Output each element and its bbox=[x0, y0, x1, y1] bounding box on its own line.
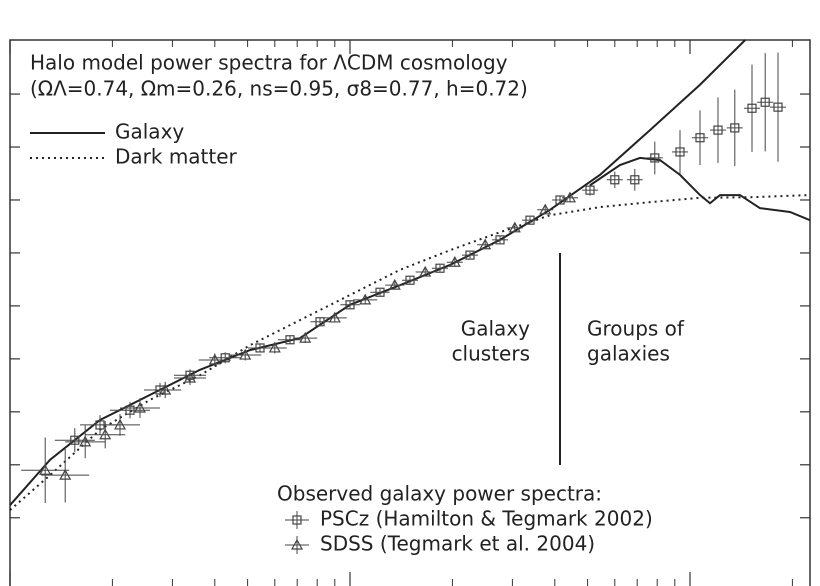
data-point bbox=[563, 191, 577, 203]
data-point bbox=[79, 435, 92, 447]
data-point bbox=[315, 317, 325, 327]
data-point bbox=[159, 383, 172, 395]
legend-label: Dark matter bbox=[115, 145, 238, 169]
chart-title: Halo model power spectra for ΛCDM cosmol… bbox=[30, 51, 508, 75]
data-point bbox=[675, 147, 685, 157]
data-point bbox=[419, 265, 432, 277]
chart-subtitle: (ΩΛ=0.74, Ωm=0.26, ns=0.95, σ8=0.77, h=0… bbox=[30, 77, 528, 101]
data-point bbox=[59, 468, 72, 480]
data-point bbox=[183, 371, 197, 383]
legend-title: Observed galaxy power spectra: bbox=[277, 482, 602, 506]
data-point bbox=[220, 353, 230, 363]
data-point bbox=[299, 331, 312, 343]
data-point bbox=[695, 133, 705, 143]
model-line bbox=[589, 156, 811, 222]
data-point bbox=[525, 215, 535, 225]
legend-marker bbox=[292, 515, 302, 525]
data-point bbox=[39, 464, 52, 475]
data-point bbox=[555, 195, 565, 205]
data-point bbox=[435, 263, 445, 273]
data-point bbox=[405, 275, 415, 285]
data-point bbox=[539, 203, 552, 215]
legend-label: SDSS (Tegmark et al. 2004) bbox=[320, 532, 595, 556]
data-point bbox=[730, 123, 740, 133]
data-point bbox=[508, 221, 521, 233]
data-point bbox=[328, 311, 341, 323]
annotation: galaxies bbox=[587, 342, 670, 366]
data-point bbox=[113, 418, 127, 430]
data-point bbox=[239, 348, 252, 360]
data-point bbox=[208, 353, 221, 365]
data-point bbox=[375, 287, 385, 297]
data-point bbox=[630, 175, 640, 185]
data-point bbox=[70, 435, 80, 445]
data-point bbox=[285, 335, 295, 345]
data-point bbox=[465, 250, 475, 260]
annotation: clusters bbox=[452, 342, 530, 366]
annotation: Galaxy bbox=[461, 317, 530, 341]
data-point bbox=[133, 401, 147, 413]
data-point bbox=[773, 102, 783, 112]
data-point bbox=[359, 293, 372, 305]
model-line bbox=[9, 39, 746, 506]
data-point bbox=[345, 300, 355, 310]
data-point bbox=[479, 238, 492, 250]
data-point bbox=[585, 185, 595, 195]
plot-frame bbox=[9, 39, 811, 586]
annotation: Groups of bbox=[587, 317, 685, 341]
legend-marker bbox=[290, 538, 304, 550]
data-point bbox=[760, 97, 770, 107]
data-point bbox=[610, 175, 620, 185]
data-point bbox=[448, 255, 461, 267]
data-point bbox=[268, 341, 281, 353]
legend-label: Galaxy bbox=[115, 120, 184, 144]
data-point bbox=[388, 278, 401, 290]
legend-label: PSCz (Hamilton & Tegmark 2002) bbox=[320, 507, 653, 531]
data-point bbox=[650, 153, 660, 163]
data-point bbox=[713, 125, 723, 135]
model-line bbox=[9, 194, 811, 511]
data-point bbox=[125, 405, 135, 415]
data-point bbox=[747, 103, 757, 113]
data-point bbox=[99, 428, 112, 440]
data-point bbox=[495, 235, 505, 245]
